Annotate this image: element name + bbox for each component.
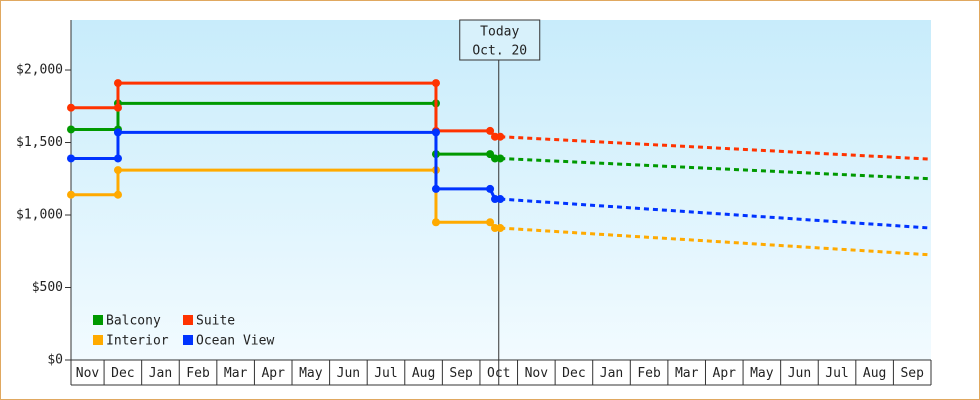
price-point [67,125,75,134]
x-tick-label: Jul [374,366,397,381]
price-point [431,184,440,193]
price-point [67,190,75,199]
today-box [459,19,541,61]
x-tick-label: May [750,366,774,381]
y-tick-label: $2,000 [16,63,63,78]
legend-label: Suite [196,314,235,329]
x-tick-label: Dec [562,366,585,381]
y-tick-label: $1,000 [16,208,63,223]
price-point [113,190,122,199]
x-tick-label: Apr [261,366,285,381]
price-point [113,128,122,137]
x-tick-label: Nov [525,366,549,381]
x-tick-label: Jul [825,366,848,381]
plot-area [71,20,931,360]
x-tick-label: Jan [600,366,623,381]
x-tick-label: May [299,366,323,381]
legend-swatch [93,315,103,325]
x-tick-label: Mar [224,366,248,381]
today-label: Today [480,25,519,40]
x-tick-label: Sep [900,366,924,381]
y-tick-label: $1,500 [16,135,63,150]
legend-label: Balcony [106,314,161,329]
x-tick-label: Apr [713,366,737,381]
price-point [431,218,440,227]
price-point [67,103,75,112]
x-tick-label: Dec [111,366,134,381]
today-label: Oct. 20 [472,44,527,59]
x-tick-label: Aug [412,366,435,381]
x-tick-label: Sep [449,366,473,381]
legend-swatch [183,335,193,345]
price-point [431,128,440,137]
legend-swatch [93,335,103,345]
price-point [113,79,122,88]
price-point [486,126,495,135]
price-point [490,132,499,141]
legend-label: Ocean View [196,334,274,349]
price-point [113,166,122,175]
price-point [431,79,440,88]
x-tick-label: Jan [149,366,172,381]
price-point [113,103,122,112]
x-tick-label: Feb [186,366,210,381]
price-point [490,195,499,204]
price-point [67,154,75,163]
price-point [490,154,499,163]
y-tick-label: $500 [32,280,63,295]
x-tick-label: Jun [337,366,360,381]
x-tick-label: Jun [788,366,811,381]
x-tick-label: Mar [675,366,699,381]
price-point [490,224,499,233]
x-tick-label: Aug [863,366,886,381]
price-point [113,154,122,163]
price-point [486,184,495,193]
price-point [486,218,495,227]
layer: $0 $500 $1,000 $1,500 $2,000 Nov Dec Jan Feb Mar A… [16,19,932,386]
x-tick-label: Feb [637,366,661,381]
legend-swatch [183,315,193,325]
legend-label: Interior [106,334,169,349]
x-tick-label: Nov [76,366,100,381]
y-tick-label: $0 [47,353,63,368]
